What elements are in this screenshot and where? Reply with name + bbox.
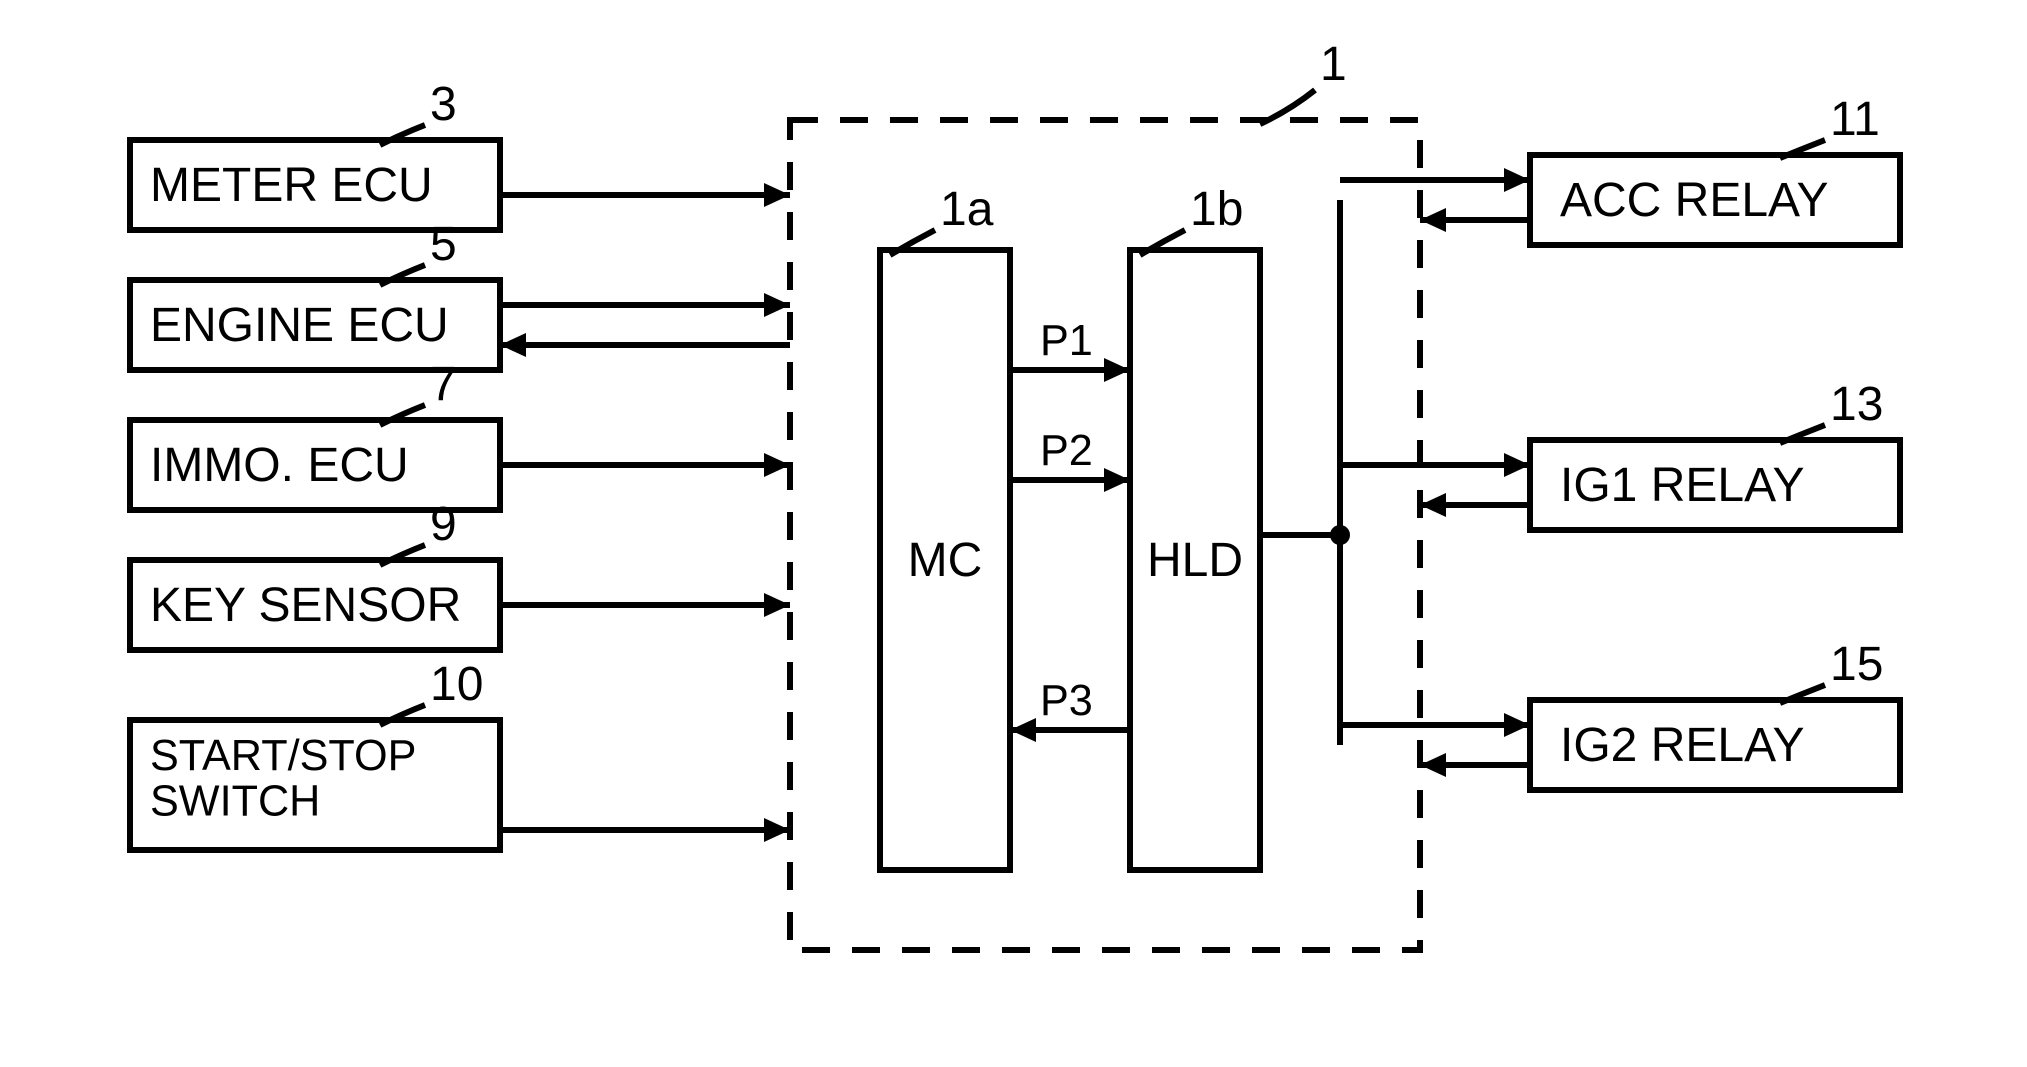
arrowhead (1420, 208, 1446, 232)
left-key-label: KEY SENSOR (150, 579, 461, 632)
arrowhead (764, 453, 790, 477)
inner-hld-label: HLD (1147, 534, 1243, 587)
arrowhead (1104, 358, 1130, 382)
label-p1: P1 (1040, 317, 1093, 365)
arrowhead (500, 333, 526, 357)
arrowhead (1504, 713, 1530, 737)
arrowhead (1420, 753, 1446, 777)
ref-ig2: 15 (1830, 638, 1883, 691)
arrowhead (1420, 493, 1446, 517)
arrowhead (1504, 168, 1530, 192)
left-switch-label: START/STOPSWITCH (150, 732, 416, 825)
label-p3: P3 (1040, 677, 1093, 725)
right-ig1-label: IG1 RELAY (1560, 459, 1805, 512)
ref-meter: 3 (430, 78, 457, 131)
left-meter-label: METER ECU (150, 159, 433, 212)
left-immo-label: IMMO. ECU (150, 439, 409, 492)
ref-immo: 7 (430, 358, 457, 411)
ref-acc: 11 (1830, 93, 1880, 146)
left-engine-label: ENGINE ECU (150, 299, 449, 352)
arrowhead (764, 593, 790, 617)
label-p2: P2 (1040, 427, 1093, 475)
bus-junction (1330, 525, 1350, 545)
arrowhead (1504, 453, 1530, 477)
arrowhead (764, 293, 790, 317)
arrowhead (1104, 468, 1130, 492)
ref-key: 9 (430, 498, 457, 551)
ref-ig1: 13 (1830, 378, 1883, 431)
ref-hld: 1b (1190, 183, 1243, 236)
arrowhead (764, 183, 790, 207)
ref-container: 1 (1320, 38, 1347, 91)
right-acc-label: ACC RELAY (1560, 174, 1829, 227)
ref-mc: 1a (940, 183, 994, 236)
arrowhead (764, 818, 790, 842)
ref-switch: 10 (430, 658, 483, 711)
ref-engine: 5 (430, 218, 457, 271)
inner-mc-label: MC (908, 534, 983, 587)
arrowhead (1010, 718, 1036, 742)
right-ig2-label: IG2 RELAY (1560, 719, 1805, 772)
